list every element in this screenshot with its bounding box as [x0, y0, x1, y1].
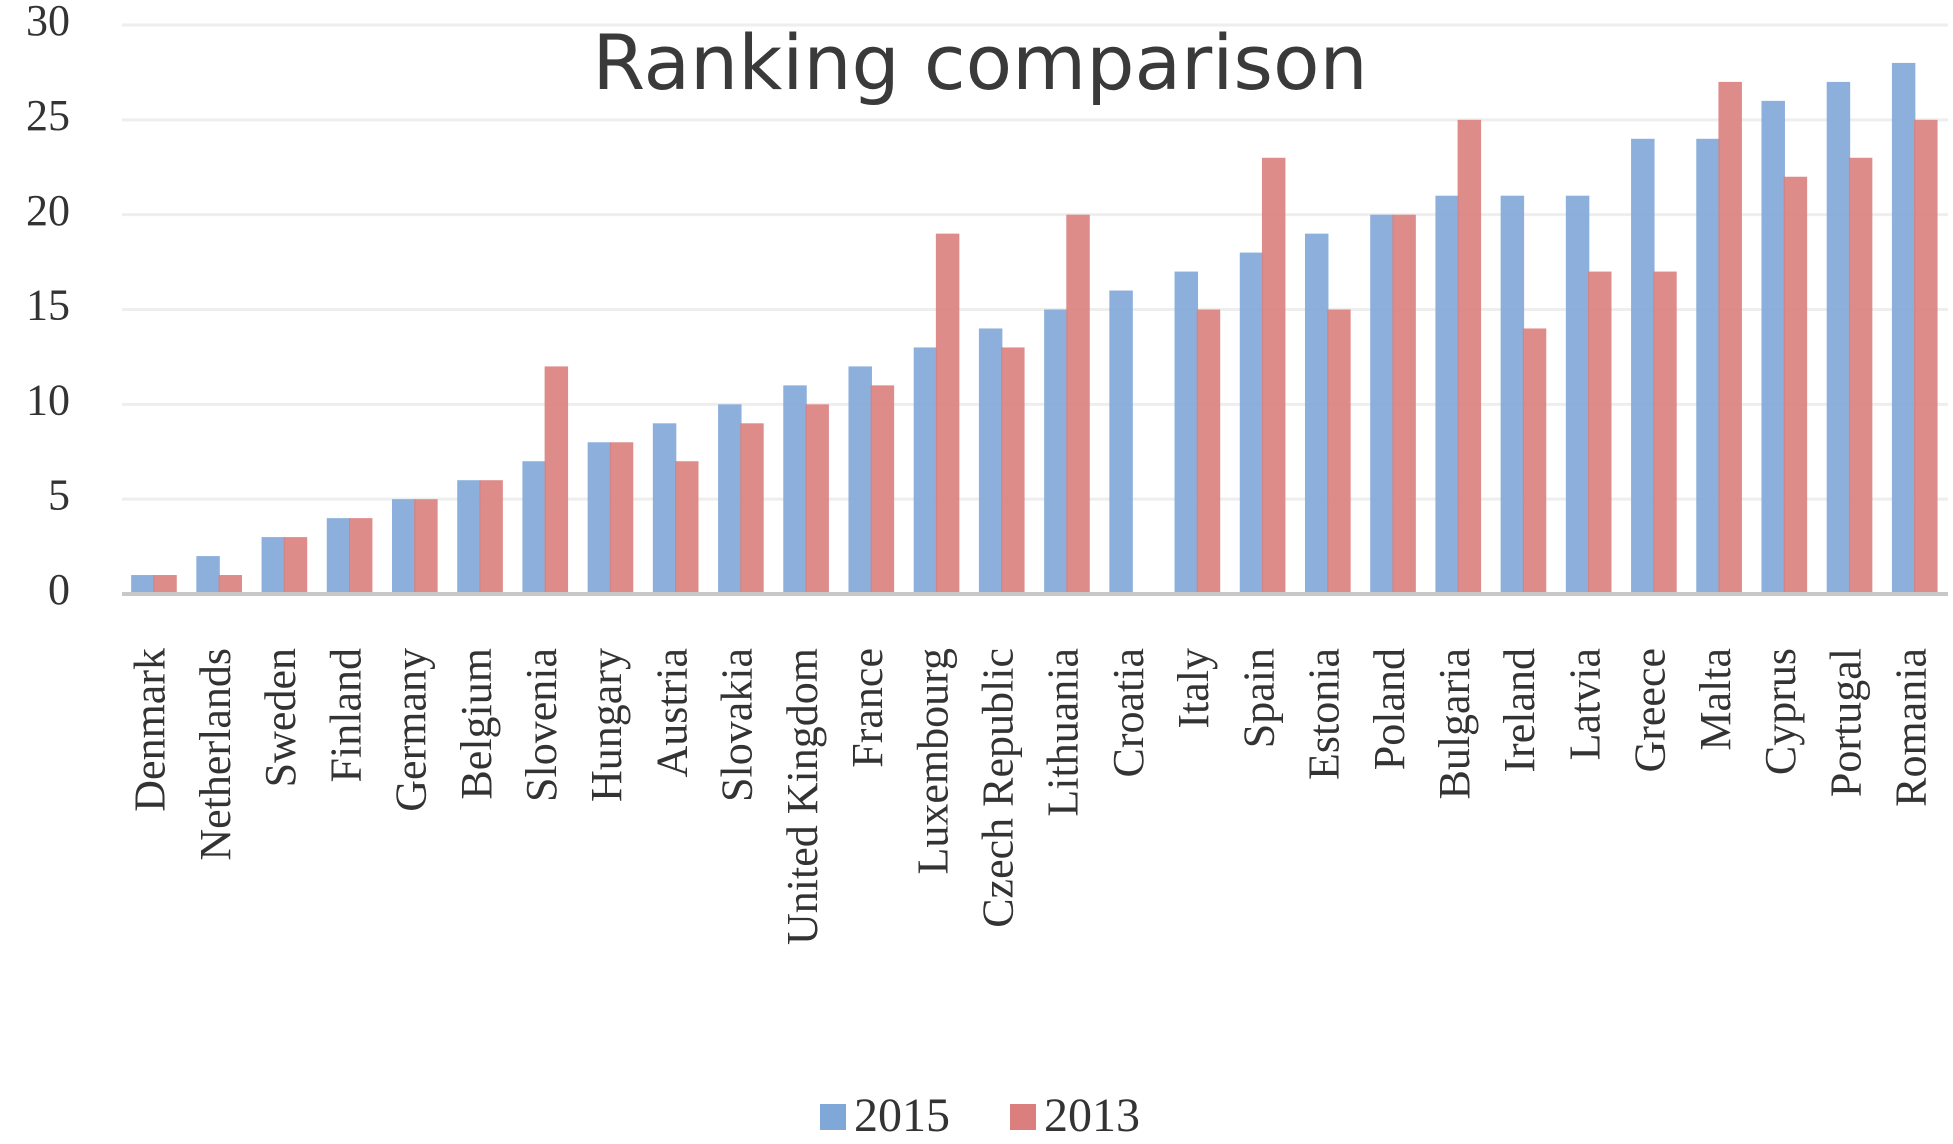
bar [1718, 81, 1742, 594]
bar [805, 404, 829, 594]
x-tick-label: Netherlands [191, 648, 240, 861]
bar [1653, 271, 1677, 594]
x-tick-label: Ireland [1495, 648, 1544, 773]
bar [1109, 290, 1133, 594]
bar [1783, 176, 1808, 594]
bar [1001, 347, 1025, 594]
x-tick-label: Finland [321, 648, 370, 782]
x-tick-label: France [843, 648, 892, 768]
bar [978, 328, 1003, 594]
x-tick-label: Poland [1365, 648, 1414, 770]
x-tick-label: Sweden [256, 648, 305, 787]
y-tick-label: 10 [26, 375, 70, 424]
x-tick-label: Hungary [582, 648, 631, 802]
x-tick-label: United Kingdom [778, 648, 827, 945]
bar [1261, 157, 1286, 594]
bar [283, 537, 308, 594]
y-tick-label: 0 [48, 565, 70, 614]
x-tick-label: Estonia [1300, 648, 1349, 780]
bar [740, 423, 764, 594]
bar [1631, 138, 1655, 595]
x-tick-label: Italy [1169, 648, 1218, 729]
x-tick-label: Romania [1886, 648, 1935, 807]
bar [1457, 119, 1482, 594]
bar [1196, 309, 1221, 594]
x-tick-label: Croatia [1104, 648, 1153, 778]
bar [783, 385, 807, 594]
x-tick-label: Latvia [1560, 648, 1609, 760]
bar [1239, 252, 1264, 594]
bar [1370, 214, 1394, 594]
bar [348, 518, 373, 594]
bar [1304, 233, 1329, 594]
x-tick-label: Denmark [126, 648, 175, 812]
bar [1500, 195, 1525, 594]
legend-swatch [820, 1104, 846, 1130]
bar [326, 518, 351, 594]
y-tick-label: 20 [26, 186, 70, 235]
x-tick-label: Belgium [452, 648, 501, 800]
y-tick-label: 30 [26, 0, 70, 45]
bar [1174, 271, 1199, 594]
bar [457, 480, 481, 594]
x-tick-label: Czech Republic [973, 648, 1022, 928]
x-tick-label: Bulgaria [1430, 648, 1479, 800]
bar [1848, 157, 1873, 594]
bar [1327, 309, 1351, 594]
x-tick-label: Austria [647, 648, 696, 778]
bar [414, 499, 438, 594]
bar [935, 233, 960, 594]
bar [913, 347, 938, 594]
bar [1044, 309, 1068, 594]
y-tick-label: 5 [48, 470, 70, 519]
bar [391, 499, 416, 594]
bar [1565, 195, 1590, 594]
bar [196, 556, 220, 594]
y-tick-label: 25 [26, 91, 70, 140]
x-tick-label: Cyprus [1756, 648, 1805, 775]
bar [131, 575, 155, 594]
bar [1522, 328, 1547, 594]
legend-swatch [1010, 1104, 1036, 1130]
x-tick-label: Malta [1691, 648, 1740, 751]
chart-title: Ranking comparison [592, 18, 1367, 107]
bar [153, 575, 177, 594]
x-tick-label: Lithuania [1039, 648, 1088, 817]
bar [479, 480, 503, 594]
bar [718, 404, 742, 594]
bar [1696, 138, 1720, 595]
bar [1826, 81, 1851, 594]
bar [848, 366, 872, 594]
bar [1066, 214, 1090, 594]
x-tick-label: Spain [1234, 648, 1283, 748]
bar [1392, 214, 1416, 594]
bar [675, 461, 699, 594]
x-tick-label: Slovakia [713, 648, 762, 802]
legend-label: 2015 [854, 1089, 950, 1142]
x-tick-label: Slovenia [517, 648, 566, 802]
bar [1914, 119, 1938, 594]
x-tick-label: Germany [387, 648, 436, 812]
bar [652, 423, 677, 594]
bar [1435, 195, 1459, 594]
bar [587, 442, 612, 594]
bar [261, 537, 286, 594]
bar [1588, 271, 1612, 594]
legend-label: 2013 [1044, 1089, 1140, 1142]
y-tick-label: 15 [26, 281, 70, 330]
bar [522, 461, 546, 594]
bar [870, 385, 895, 594]
bar [218, 575, 242, 594]
bar [1761, 100, 1785, 594]
x-tick-label: Luxembourg [908, 648, 957, 875]
x-tick-label: Greece [1626, 648, 1675, 773]
bar [1891, 62, 1916, 594]
x-tick-label: Portugal [1821, 648, 1870, 797]
bar [544, 366, 569, 594]
bar [609, 442, 634, 594]
